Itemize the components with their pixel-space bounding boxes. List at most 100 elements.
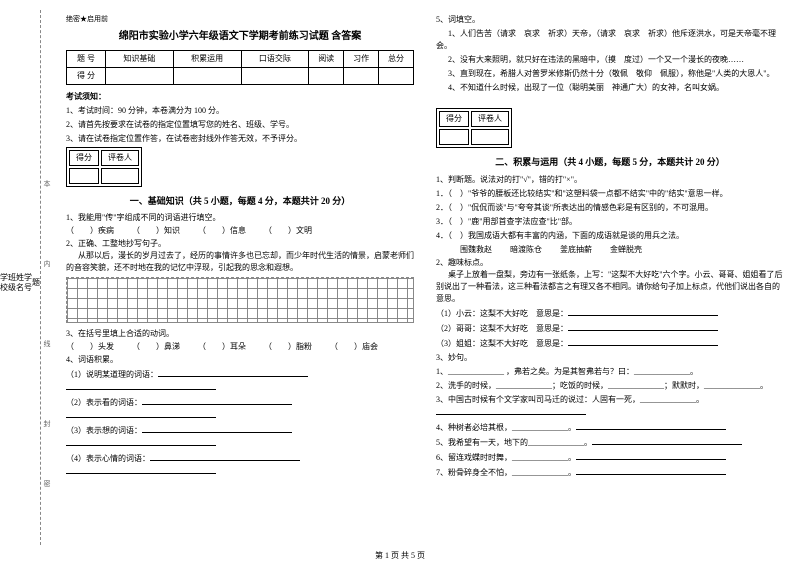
q4-label: （1）说明某道理的词语： [66,370,158,379]
spine-label: 学号 [24,273,32,292]
fill-blank[interactable] [142,396,292,405]
s2q1-item: 2．（ ）"侃侃而谈"与"夸夸其谈"所表达出的情感色彩是有区别的，不可混用。 [436,202,784,214]
q4-item: （1）说明某道理的词语： [66,368,414,394]
fill-blank[interactable] [576,451,726,460]
fill-blank[interactable] [568,337,718,346]
fill-blank[interactable] [66,465,216,474]
s2q2-item: （1）小云：这梨不大好吃 意思是： [436,307,784,320]
s2q2-item: （2）哥哥：这梨不大好吃 意思是： [436,322,784,335]
q3: 3、在括号里填上合适的动词。 [66,328,414,340]
notice-heading: 考试须知： [66,91,414,103]
score-th: 知识基础 [106,50,174,67]
section1-heading: 一、基础知识（共 5 小题，每题 4 分，本题共计 20 分） [66,195,414,209]
right-column: 5、词填空。 1、人们告苦（请求 哀求 祈求）天帝，（请求 哀求 祈求）他斥逐洪… [430,10,790,545]
s2q2-label: （3）姐姐：这梨不大好吃 意思是： [436,339,568,348]
fill-blank[interactable] [568,307,718,316]
spine-label: 学校 [0,273,8,292]
q2-text: 从那以后，漫长的岁月过去了，经历的事情许多也已忘却，而少年时代生活的情景，启蒙老… [66,250,414,274]
scorebox-cell: 得分 [439,111,469,127]
q1: 1、我能用"传"字组成不同的词语进行填空。 [66,212,414,224]
q3-opt: （ ）耳朵 [198,341,246,353]
score-th: 总分 [379,50,414,67]
secret-label: 绝密★启用前 [66,14,414,25]
s2q3-label: 3、中国古时候有个文学家叫司马迁的说过：人固有一死，______________… [436,395,704,404]
s2q3-item: 6、留连戏蝶时时舞，______________。 [436,451,784,464]
scorebox-cell: 评卷人 [471,111,509,127]
s2q1-item: 1．（ ）"爷爷的腰板还比较结实"和"这塑料袋一点都不结实"中的"结实"意思一样… [436,188,784,200]
score-td [241,67,309,84]
q2: 2、正确、工整地抄写句子。 [66,238,414,250]
fill-blank[interactable] [158,368,308,377]
scorebox-cell: 评卷人 [101,150,139,166]
spine-inner: 线 [42,340,52,347]
q1-opt: （ ）疾病 [66,225,114,237]
fill-blank[interactable] [66,437,216,446]
score-th: 习作 [344,50,379,67]
q3-options: （ ）头发 （ ）鼻涕 （ ）耳朵 （ ）脂粉 （ ）庙会 [66,341,414,353]
s2q2-item: （3）姐姐：这梨不大好吃 意思是： [436,337,784,350]
scorebox-cell: 得分 [69,150,99,166]
q4-label: （3）表示想的词语： [66,426,142,435]
fill-blank[interactable] [576,466,726,475]
s2q3-item: 1、______________ ，弗若之矣。为是其智弗若与？曰：_______… [436,366,784,378]
fill-blank[interactable] [568,322,718,331]
q4-item: （2）表示看的词语： [66,396,414,422]
spine-inner: 内 [42,260,52,267]
s2q1-item: 3．（ ）"鹿"用部首查字法应查"比"部。 [436,216,784,228]
s2q3-item: 2、洗手的时候，______________；吃饭的时候，___________… [436,380,784,392]
spine-dash-line [40,10,41,545]
exam-title: 绵阳市实验小学六年级语文下学期考前练习试题 含答案 [66,29,414,44]
s2q2-label: （1）小云：这梨不大好吃 意思是： [436,309,568,318]
score-th: 积累运用 [173,50,241,67]
fill-blank[interactable] [150,452,300,461]
spine-inner: 本 [42,180,52,187]
q5-item: 1、人们告苦（请求 哀求 祈求）天帝，（请求 哀求 祈求）他斥逐洪水，可是天帝毫… [436,28,784,52]
q1-opt: （ ）知识 [132,225,180,237]
q4-label: （2）表示看的词语： [66,398,142,407]
notice-item: 3、请在试卷指定位置作答，在试卷密封线外作答无效，不予评分。 [66,133,414,145]
q1-opt: （ ）信息 [198,225,246,237]
s2q3-item: 4、种树者必培其根，______________。 [436,421,784,434]
q3-opt: （ ）鼻涕 [132,341,180,353]
fill-blank[interactable] [66,409,216,418]
scorebox-cell [439,129,469,145]
score-td: 得 分 [67,67,106,84]
left-column: 绝密★启用前 绵阳市实验小学六年级语文下学期考前练习试题 含答案 题 号 知识基… [60,10,420,545]
page-body: 绝密★启用前 绵阳市实验小学六年级语文下学期考前练习试题 含答案 题 号 知识基… [60,10,790,545]
s2q3-item: 5、我希望有一天，地下的______________。 [436,436,784,449]
s2q3-label: 5、我希望有一天，地下的______________。 [436,438,592,447]
q3-opt: （ ）头发 [66,341,114,353]
s2q1-opt: 围魏救赵 [460,244,492,256]
binding-spine: 题 学号 姓名 班级 学校 乡镇(街道) 本 内 线 封 密 [0,0,55,565]
s2q3-label: 4、种树者必培其根，______________。 [436,423,576,432]
fill-blank[interactable] [592,436,742,445]
score-th: 口语交际 [241,50,309,67]
spine-label: 题 [32,278,40,288]
scorebox-cell [69,168,99,184]
fill-blank[interactable] [66,381,216,390]
scorebox-cell [471,129,509,145]
q5-item: 4、不知道什么时候，出现了一位（聪明美丽 神通广大）的女神，名叫女娲。 [436,82,784,94]
fill-blank[interactable] [576,421,726,430]
s2q3-label: 7、粉骨碎身全不怕，______________。 [436,468,576,477]
score-td [106,67,174,84]
q5-item: 2、没有大来照明，就只好在违法的黑暗中，（摸 度过）一个又一个漫长的夜晚…… [436,54,784,66]
q4: 4、词语积累。 [66,354,414,366]
s2q1-opt: 金蝉脱壳 [610,244,642,256]
spine-label: 姓名 [16,273,24,292]
scorebox: 得分评卷人 [66,147,142,187]
s2q3-label: 6、留连戏蝶时时舞，______________。 [436,453,576,462]
s2q2-label: （2）哥哥：这梨不大好吃 意思是： [436,324,568,333]
fill-blank[interactable] [142,424,292,433]
q3-opt: （ ）庙会 [330,341,378,353]
page-footer: 第 1 页 共 5 页 [0,550,800,561]
score-td [173,67,241,84]
scorebox-cell [101,168,139,184]
q3-opt: （ ）脂粉 [264,341,312,353]
score-td [379,67,414,84]
fill-blank[interactable] [436,406,586,415]
spine-labels: 题 学号 姓名 班级 学校 乡镇(街道) [0,20,40,545]
score-th: 阅读 [309,50,344,67]
score-td [344,67,379,84]
q1-opt: （ ）文明 [264,225,312,237]
